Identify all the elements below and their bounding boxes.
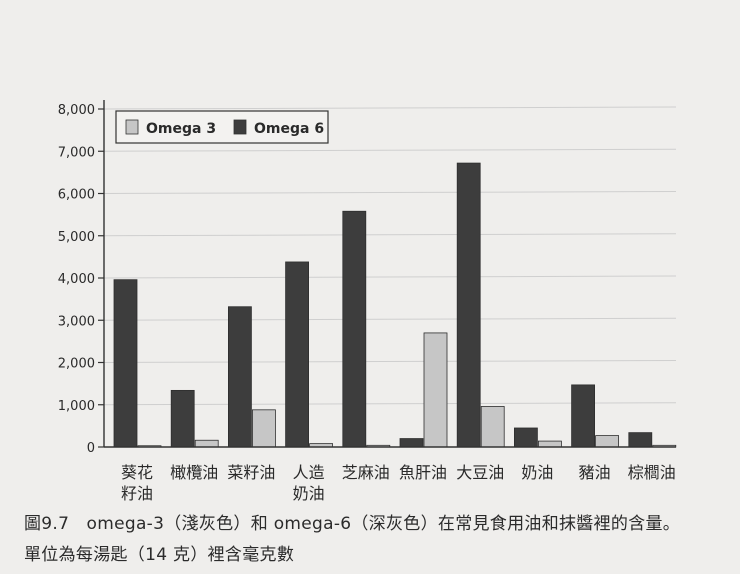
x-tick-label: 菜籽油 [227,463,275,482]
bars [113,162,677,448]
bar-omega6 [170,389,195,448]
y-tick-label: 8,000 [58,103,95,118]
x-tick-label: 橄欖油 [170,463,218,482]
gridline [103,106,677,110]
x-tick-label: 魚肝油 [399,463,447,482]
y-tick-label: 6,000 [58,188,95,203]
x-tick-label: 大豆油 [456,463,504,482]
legend-box [115,110,329,144]
bar-omega6 [342,210,367,448]
gridline [103,317,677,321]
legend-label-omega3: Omega 3 [146,121,216,137]
y-tick-label: 5,000 [58,230,95,245]
bar-omega3 [194,439,219,448]
bar-omega6 [571,384,595,448]
bar-omega6 [285,261,310,448]
gridlines [103,106,677,406]
gridline [103,233,677,237]
x-tick-label: 奶油 [521,463,553,482]
y-tick-label: 0 [87,441,95,456]
bar-omega3 [480,406,505,448]
bar-omega6 [628,432,653,448]
y-tick-label: 7,000 [58,145,95,160]
legend: Omega 3 Omega 6 [115,110,329,144]
figure-caption-line2: 單位為每湯匙（14 克）裡含毫克數 [24,545,295,565]
y-tick-label: 4,000 [58,272,95,287]
legend-swatch-omega3 [125,119,139,135]
bar-omega6 [227,306,252,448]
gridline [103,275,677,279]
y-tick-label: 3,000 [58,314,95,329]
x-tick-label: 人造奶油 [293,463,325,503]
figure-caption-line1: 圖9.7 omega-3（淺灰色）和 omega-6（深灰色）在常見食用油和抹醬… [24,514,681,534]
legend-swatch-omega6 [233,119,247,135]
x-tick-label: 棕櫚油 [628,463,676,482]
bar-omega6 [113,279,138,448]
y-axis-ticks: 0 1,000 2,000 3,000 4,000 5,000 6,000 7,000 8,00… [58,103,104,456]
y-tick-label: 1,000 [58,399,95,414]
x-tick-label: 芝麻油 [342,463,390,482]
gridline [103,148,677,152]
bar-omega6 [514,427,538,448]
gridline [103,360,677,363]
y-tick-label: 2,000 [58,357,95,372]
gridline [103,191,677,194]
bar-omega3 [423,332,448,448]
x-tick-label: 豬油 [579,463,611,482]
bar-omega6 [399,438,424,448]
bar-omega3 [251,409,276,448]
bar-omega6 [456,162,481,448]
bar-omega3 [595,435,619,448]
x-tick-label: 葵花籽油 [121,463,153,503]
bar-omega3 [538,440,562,448]
legend-label-omega6: Omega 6 [254,121,324,137]
